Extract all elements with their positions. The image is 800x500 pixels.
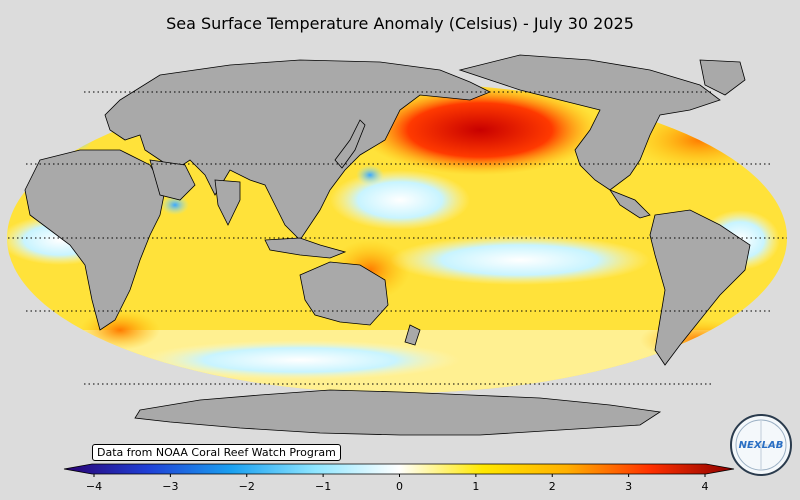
australia-land (299, 261, 389, 326)
data-source-label: Data from NOAA Coral Reef Watch Program (92, 444, 341, 461)
south-america-land (649, 209, 751, 366)
colorbar-ticks: −4 −3 −2 −1 0 1 2 3 4 (86, 474, 709, 493)
colorbar-tick-label: 3 (625, 480, 632, 493)
map-title: Sea Surface Temperature Anomaly (Celsius… (166, 14, 634, 33)
nexlab-logo: NEXLAB (730, 414, 792, 476)
indonesia-land (264, 237, 347, 259)
japan-land (334, 119, 366, 169)
colorbar-tick-label: −1 (315, 480, 331, 493)
colorbar: −4 −3 −2 −1 0 1 2 3 4 (63, 463, 735, 493)
colorbar-tick-label: −4 (86, 480, 102, 493)
central-america-land (608, 189, 651, 219)
colorbar-tick-label: 0 (396, 480, 403, 493)
new-zealand-land (404, 324, 421, 346)
latitude-gridlines (8, 91, 787, 385)
colorbar-tick-label: −3 (162, 480, 178, 493)
land-masses (24, 54, 751, 436)
africa-land (24, 149, 166, 331)
colorbar-tick-label: 2 (549, 480, 556, 493)
greenland-land (699, 59, 746, 96)
colorbar-tick-label: −2 (239, 480, 255, 493)
colorbar-bar (63, 463, 735, 475)
colorbar-tick-label: 1 (472, 480, 479, 493)
india-land (214, 179, 241, 226)
logo-text: NEXLAB (739, 440, 784, 451)
colorbar-tick-label: 4 (702, 480, 709, 493)
north-america-land (458, 54, 721, 191)
antarctica-land (134, 389, 662, 436)
